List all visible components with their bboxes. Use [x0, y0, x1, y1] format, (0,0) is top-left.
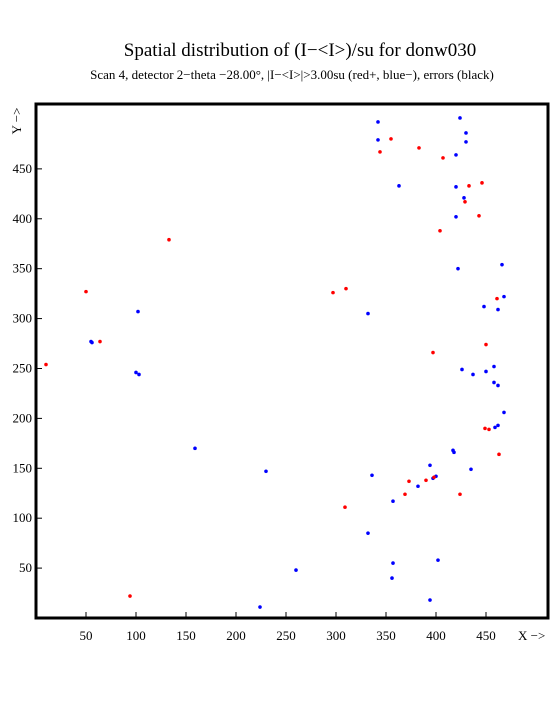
- y-tick-label: 100: [13, 510, 33, 525]
- point: [492, 364, 496, 369]
- y-tick-label: 250: [13, 360, 33, 375]
- point: [458, 492, 462, 497]
- point: [366, 311, 370, 316]
- point: [436, 558, 440, 562]
- point: [98, 339, 102, 344]
- point: [137, 372, 141, 377]
- point: [128, 594, 132, 598]
- y-tick-label: 150: [13, 460, 33, 475]
- point: [343, 505, 347, 510]
- point: [454, 185, 458, 189]
- point: [391, 499, 395, 504]
- point: [438, 228, 442, 233]
- y-tick-label: 50: [19, 560, 32, 575]
- point: [264, 469, 268, 474]
- y-tick-label: 400: [13, 211, 33, 226]
- y-tick-label: 200: [13, 410, 33, 425]
- point: [497, 452, 501, 457]
- x-tick-label: 350: [376, 628, 396, 643]
- point: [424, 478, 428, 483]
- point: [258, 605, 262, 609]
- point: [471, 372, 475, 377]
- point: [376, 138, 380, 142]
- point: [441, 156, 445, 160]
- point: [193, 446, 197, 451]
- point: [403, 492, 407, 497]
- point: [416, 484, 420, 489]
- point: [487, 427, 491, 432]
- point: [463, 200, 467, 204]
- x-tick-label: 150: [176, 628, 196, 643]
- point: [428, 598, 432, 602]
- point: [431, 350, 435, 355]
- point: [376, 120, 380, 124]
- point: [428, 463, 432, 468]
- point: [378, 150, 382, 154]
- y-axis-label: Y −>: [9, 108, 24, 135]
- x-tick-label: 200: [226, 628, 246, 643]
- point: [484, 342, 488, 347]
- point: [389, 137, 393, 141]
- point: [366, 531, 370, 535]
- y-tick-label: 350: [13, 261, 33, 276]
- point: [344, 286, 348, 291]
- point: [294, 568, 298, 572]
- point: [454, 214, 458, 219]
- point: [90, 340, 94, 345]
- point: [496, 383, 500, 388]
- x-tick-label: 450: [476, 628, 496, 643]
- point: [493, 425, 497, 430]
- point: [370, 473, 374, 478]
- point: [502, 410, 506, 415]
- point: [456, 266, 460, 271]
- x-tick-label: 100: [126, 628, 146, 643]
- chart-subtitle: Scan 4, detector 2−theta −28.00°, |I−<I>…: [90, 67, 494, 82]
- x-tick-label: 400: [426, 628, 446, 643]
- point: [391, 561, 395, 565]
- point: [460, 367, 464, 372]
- point: [136, 309, 140, 314]
- point: [390, 576, 394, 580]
- point: [44, 362, 48, 367]
- x-tick-label: 50: [80, 628, 93, 643]
- point: [477, 213, 481, 218]
- x-tick-label: 250: [276, 628, 296, 643]
- point: [417, 146, 421, 150]
- point: [331, 290, 335, 295]
- point: [397, 184, 401, 188]
- point: [496, 307, 500, 312]
- point: [496, 423, 500, 428]
- point: [454, 153, 458, 157]
- y-tick-label: 300: [13, 311, 33, 326]
- x-axis-label: X −>: [518, 628, 545, 643]
- point: [484, 369, 488, 374]
- point: [464, 140, 468, 144]
- point: [495, 296, 499, 301]
- point: [502, 294, 506, 299]
- point: [464, 131, 468, 135]
- point: [467, 184, 471, 188]
- point: [482, 304, 486, 309]
- point: [134, 370, 138, 375]
- point: [458, 116, 462, 120]
- point: [84, 289, 88, 294]
- point: [407, 479, 411, 484]
- point: [492, 380, 496, 385]
- point: [452, 450, 456, 455]
- y-tick-label: 450: [13, 161, 33, 176]
- point: [500, 262, 504, 267]
- point: [469, 467, 473, 472]
- x-tick-label: 300: [326, 628, 346, 643]
- point: [480, 181, 484, 185]
- point: [167, 237, 171, 242]
- point: [432, 475, 436, 480]
- point: [483, 426, 487, 431]
- chart-title: Spatial distribution of (I−<I>)/su for d…: [124, 40, 476, 61]
- point: [462, 196, 466, 200]
- plot-frame: [34, 102, 550, 620]
